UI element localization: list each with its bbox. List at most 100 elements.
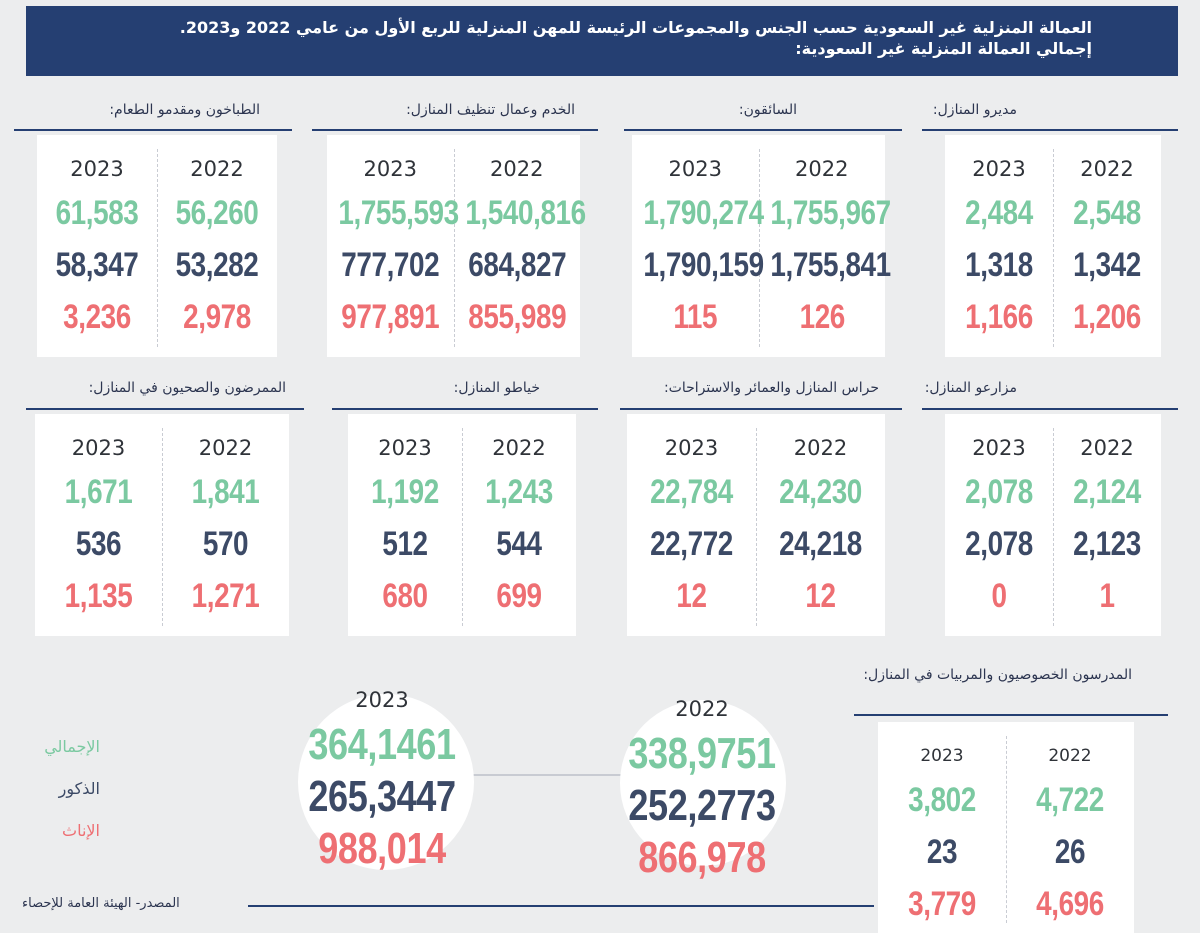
total-2022-circle <box>620 700 786 866</box>
year-label: 2023 <box>70 157 124 181</box>
col-2023: 2023 1,192 512 680 <box>348 414 462 620</box>
col-2022: 2022 1,243 544 699 <box>462 414 576 620</box>
category-title: الممرضون والصحيون في المنازل: <box>88 380 286 396</box>
card-divider <box>758 149 760 347</box>
col-2023: 2023 22,784 22,772 12 <box>627 414 756 620</box>
males-value: 536 <box>75 525 122 563</box>
year-label: 2023 <box>668 157 722 181</box>
males-value: 24,218 <box>779 525 862 563</box>
total-value: 2,484 <box>965 194 1033 232</box>
year-label: 2023 <box>71 436 126 460</box>
col-2023: 2023 1,755,593 777,702 977,891 <box>327 135 459 341</box>
category-title: الخدم وعمال تنظيف المنازل: <box>406 102 575 118</box>
col-2022: 2022 2,124 2,123 1 <box>1053 414 1161 620</box>
males-value: 26 <box>1054 833 1086 871</box>
females-value: 4,696 <box>1036 885 1104 923</box>
category-title: المدرسون الخصوصيون والمربيات في المنازل: <box>863 667 1132 683</box>
total-value: 1,192 <box>371 473 439 511</box>
year-label: 2022 <box>190 157 244 181</box>
males-value: 2,123 <box>1073 525 1141 563</box>
category-title: مزارعو المنازل: <box>924 380 1017 396</box>
total-value: 24,230 <box>779 473 862 511</box>
males-value: 22,772 <box>650 525 733 563</box>
category-card: 2022 1,755,967 1,755,841 126 2023 1,790,… <box>632 135 891 357</box>
legend-total: الإجمالي <box>44 737 100 756</box>
category-underline <box>922 408 1178 410</box>
year-label: 2022 <box>490 157 544 181</box>
males-value: 58,347 <box>55 246 139 284</box>
connector-line <box>420 774 640 776</box>
females-value: 680 <box>382 577 428 615</box>
col-2023: 2023 61,583 58,347 3,236 <box>37 135 157 341</box>
col-2022: 2022 2,548 1,342 1,206 <box>1053 135 1161 341</box>
card-divider <box>1006 736 1007 923</box>
total-2022-year: 2022 <box>675 697 729 721</box>
total-value: 1,243 <box>485 473 553 511</box>
col-2023: 2023 2,078 2,078 0 <box>945 414 1053 620</box>
total-2023-circle <box>298 694 474 870</box>
col-2022: 2022 1,540,816 684,827 855,989 <box>454 135 586 341</box>
males-value: 53,282 <box>175 246 259 284</box>
total-2023-females: 988,014 <box>318 824 446 873</box>
males-value: 777,702 <box>341 246 440 284</box>
total-2022-males: 252,2773 <box>628 781 776 830</box>
total-2023-total: 364,1461 <box>308 720 456 769</box>
males-value: 512 <box>382 525 428 563</box>
total-value: 3,802 <box>908 781 976 819</box>
category-card: 2022 1,243 544 699 2023 1,192 512 680 <box>348 414 576 636</box>
card-divider <box>1053 428 1054 626</box>
total-value: 2,078 <box>965 473 1033 511</box>
card-divider <box>1053 149 1054 347</box>
females-value: 126 <box>799 298 845 336</box>
year-label: 2023 <box>363 157 417 181</box>
total-2022-total: 338,9751 <box>628 729 776 778</box>
col-2022: 2022 56,260 53,282 2,978 <box>157 135 277 341</box>
total-value: 1,540,816 <box>464 194 586 232</box>
category-title: خياطو المنازل: <box>453 380 540 396</box>
total-value: 4,722 <box>1036 781 1104 819</box>
year-label: 2023 <box>972 436 1026 460</box>
category-underline <box>922 129 1178 131</box>
title-line-2: إجمالي العمالة المنزلية غير السعودية: <box>795 39 1092 58</box>
males-value: 570 <box>202 525 249 563</box>
total-value: 1,841 <box>191 473 260 511</box>
total-value: 2,124 <box>1073 473 1141 511</box>
total-value: 1,755,967 <box>769 194 891 232</box>
males-value: 1,342 <box>1073 246 1141 284</box>
source-note: المصدر- الهيئة العامة للإحصاء <box>22 896 180 911</box>
year-label: 2022 <box>492 436 546 460</box>
males-value: 684,827 <box>467 246 566 284</box>
males-value: 1,755,841 <box>769 246 891 284</box>
year-label: 2022 <box>1080 157 1134 181</box>
females-value: 12 <box>676 577 707 615</box>
year-label: 2023 <box>664 436 719 460</box>
total-value: 1,671 <box>64 473 133 511</box>
card-divider <box>162 428 163 626</box>
females-value: 1,135 <box>64 577 133 615</box>
year-label: 2022 <box>793 436 848 460</box>
females-value: 699 <box>496 577 542 615</box>
males-value: 23 <box>926 833 958 871</box>
females-value: 1 <box>1099 577 1115 615</box>
category-underline <box>312 129 598 131</box>
col-2022: 2022 24,230 24,218 12 <box>756 414 885 620</box>
females-value: 1,166 <box>965 298 1033 336</box>
females-value: 2,978 <box>183 298 251 336</box>
total-value: 61,583 <box>55 194 139 232</box>
category-card: 2022 4,722 26 4,696 2023 3,802 23 3,779 <box>878 722 1134 933</box>
females-value: 1,271 <box>191 577 260 615</box>
total-value: 56,260 <box>175 194 259 232</box>
total-value: 22,784 <box>650 473 733 511</box>
category-title: حراس المنازل والعمائر والاستراحات: <box>663 380 879 396</box>
category-underline <box>624 129 902 131</box>
category-underline <box>26 408 304 410</box>
col-2022: 2022 1,841 570 1,271 <box>162 414 289 620</box>
total-value: 2,548 <box>1073 194 1141 232</box>
males-value: 2,078 <box>965 525 1033 563</box>
total-2023-year: 2023 <box>355 688 409 712</box>
females-value: 1,206 <box>1073 298 1141 336</box>
title-line-1: العمالة المنزلية غير السعودية حسب الجنس … <box>179 18 1092 37</box>
females-value: 3,236 <box>63 298 131 336</box>
category-title: السائقون: <box>738 102 797 118</box>
category-card: 2022 24,230 24,218 12 2023 22,784 22,772… <box>627 414 885 636</box>
